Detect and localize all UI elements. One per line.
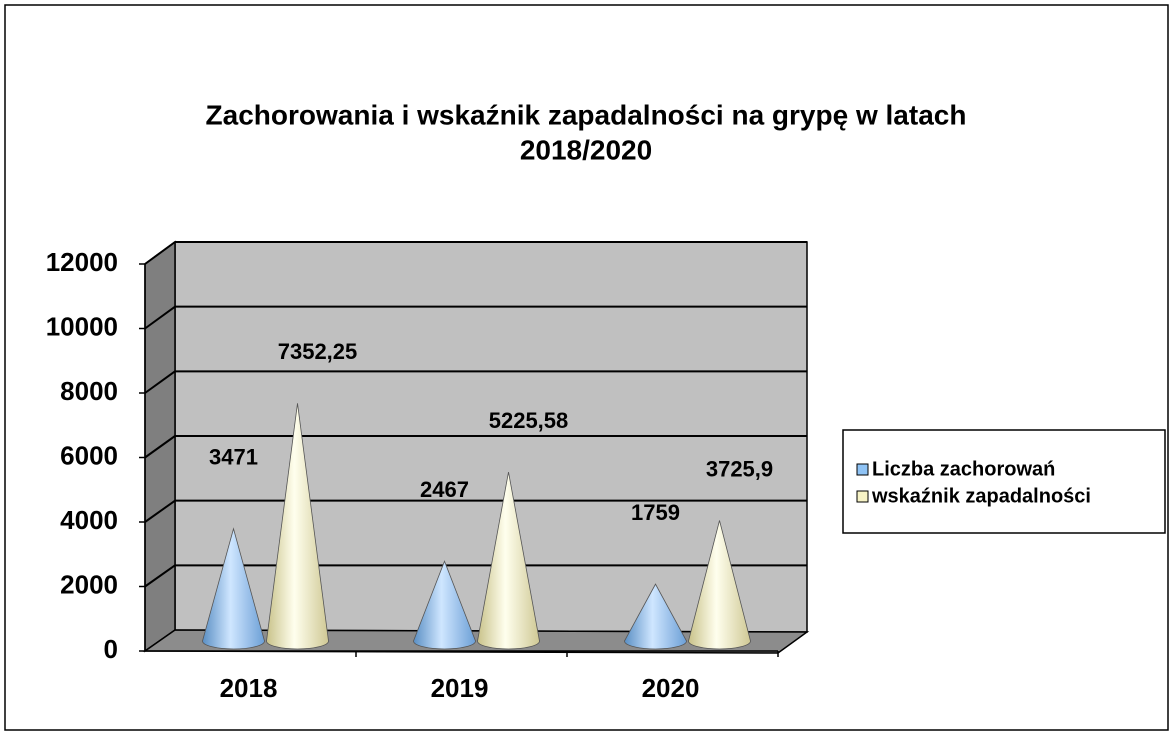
data-label: 1759	[631, 500, 680, 525]
y-tick-label: 8000	[60, 376, 118, 406]
grid-line	[144, 499, 176, 523]
y-tick-label: 0	[104, 634, 118, 664]
grid-line	[144, 564, 176, 588]
y-tick-label: 6000	[60, 440, 118, 470]
cone	[624, 583, 687, 650]
y-tick-label: 2000	[60, 569, 118, 599]
legend-label: Liczba zachorowań	[872, 458, 1055, 480]
cone	[266, 403, 329, 650]
cone	[688, 520, 751, 650]
data-label: 7352,25	[278, 339, 358, 364]
legend-label: wskaźnik zapadalności	[871, 485, 1091, 507]
chart-subtitle: 2018/2020	[520, 134, 652, 165]
y-tick-label: 10000	[46, 311, 118, 341]
data-label: 3471	[209, 445, 258, 470]
x-tick-label: 2019	[431, 673, 489, 703]
data-label: 5225,58	[489, 408, 569, 433]
x-tick-label: 2020	[642, 673, 700, 703]
x-tick-label: 2018	[220, 673, 278, 703]
y-tick-label: 4000	[60, 505, 118, 535]
y-tick-label: 12000	[46, 247, 118, 277]
grid-line	[144, 305, 176, 330]
grid-line	[144, 435, 176, 459]
legend	[842, 429, 1166, 534]
legend-swatch	[856, 463, 869, 476]
cone	[477, 471, 540, 650]
data-label: 2467	[420, 477, 469, 502]
data-label: 3725,9	[706, 456, 773, 481]
chart-title: Zachorowania i wskaźnik zapadalności na …	[206, 99, 967, 130]
legend-swatch	[856, 490, 869, 503]
grid-line	[144, 370, 176, 394]
grid-line	[144, 241, 176, 265]
cone	[413, 560, 476, 650]
cone	[202, 527, 265, 650]
